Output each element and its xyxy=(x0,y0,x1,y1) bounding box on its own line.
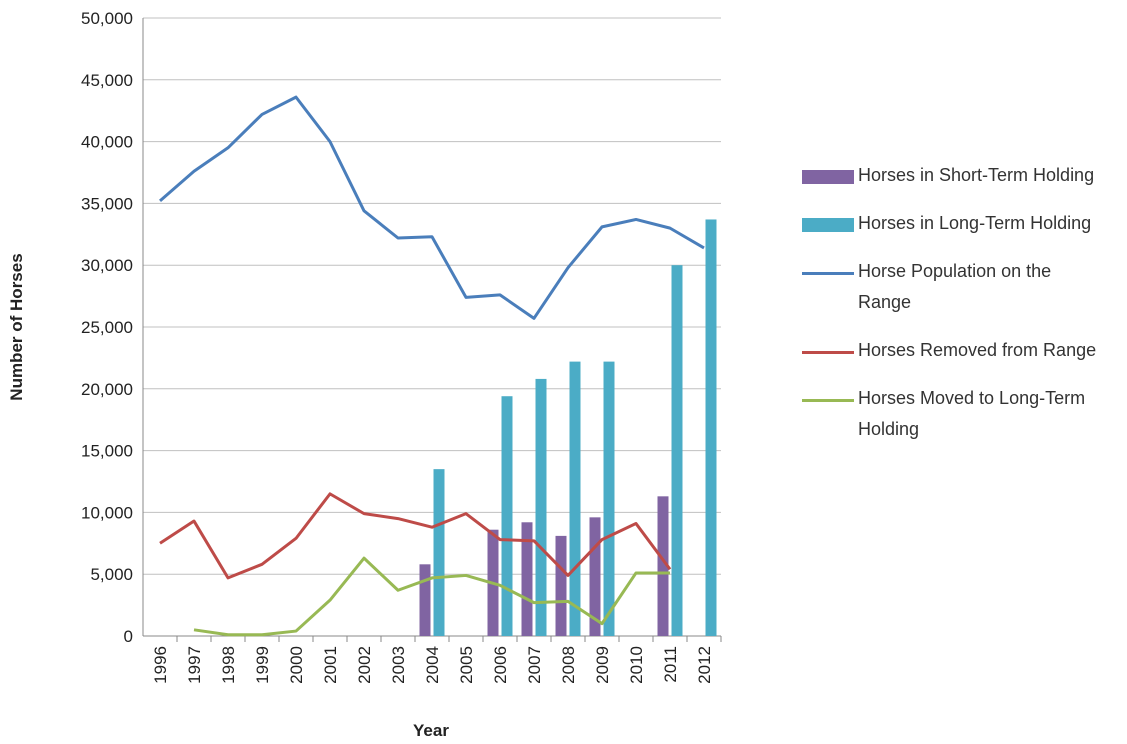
x-tick-label: 2012 xyxy=(695,646,714,684)
bar xyxy=(501,396,513,636)
bar xyxy=(705,219,717,636)
legend-item: Horses Moved to Long-Term Holding xyxy=(802,383,1122,445)
legend-swatch xyxy=(802,399,854,402)
legend-item: Horses in Short-Term Holding xyxy=(802,160,1122,191)
x-tick-label: 2002 xyxy=(355,646,374,684)
legend-item: Horses Removed from Range xyxy=(802,335,1122,366)
legend-label: Horses in Short-Term Holding xyxy=(858,165,1095,185)
x-tick-label: 2000 xyxy=(287,646,306,684)
legend-label: Horses in Long-Term Holding xyxy=(858,213,1092,233)
bar xyxy=(433,469,445,636)
bar xyxy=(555,535,567,636)
bar xyxy=(569,361,581,636)
x-tick-label: 2003 xyxy=(389,646,408,684)
y-tick-label: 40,000 xyxy=(81,133,133,152)
y-tick-label: 5,000 xyxy=(90,565,133,584)
bar xyxy=(521,522,533,636)
legend-label: Horse Population on the Range xyxy=(858,261,1052,312)
legend-swatch xyxy=(802,218,854,232)
line-series xyxy=(159,95,705,320)
bar xyxy=(589,517,601,636)
bar xyxy=(657,496,669,636)
y-tick-label: 15,000 xyxy=(81,442,133,461)
x-tick-label: 2010 xyxy=(627,646,646,684)
x-tick-label: 1996 xyxy=(151,646,170,684)
x-tick-label: 1999 xyxy=(253,646,272,684)
legend-label: Horses Moved to Long-Term Holding xyxy=(858,388,1086,439)
line-series xyxy=(159,492,672,580)
x-tick-label: 2008 xyxy=(559,646,578,684)
y-tick-label: 30,000 xyxy=(81,256,133,275)
x-tick-label: 2005 xyxy=(457,646,476,684)
x-tick-label: 2011 xyxy=(661,646,680,683)
bar xyxy=(535,378,547,636)
y-tick-label: 20,000 xyxy=(81,380,133,399)
y-tick-label: 10,000 xyxy=(81,503,133,522)
legend-item: Horses in Long-Term Holding xyxy=(802,208,1122,239)
bar xyxy=(419,564,431,636)
y-tick-label: 25,000 xyxy=(81,318,133,337)
legend-swatch xyxy=(802,170,854,184)
legend-swatch xyxy=(802,351,854,354)
line-series xyxy=(193,556,670,637)
x-tick-label: 2009 xyxy=(593,646,612,684)
x-tick-label: 2004 xyxy=(423,646,442,684)
y-tick-label: 0 xyxy=(124,627,133,646)
bar xyxy=(603,361,615,636)
y-axis-label: Number of Horses xyxy=(7,253,26,400)
x-tick-label: 2006 xyxy=(491,646,510,684)
legend-label: Horses Removed from Range xyxy=(858,340,1097,360)
x-axis-label: Year xyxy=(413,721,449,740)
y-tick-label: 35,000 xyxy=(81,194,133,213)
x-tick-label: 1998 xyxy=(219,646,238,684)
legend: Horses in Short-Term Holding Horses in Lo… xyxy=(802,160,1122,462)
x-tick-label: 1997 xyxy=(185,646,204,684)
x-tick-label: 2001 xyxy=(321,646,340,684)
legend-swatch xyxy=(802,272,854,275)
legend-item: Horse Population on the Range xyxy=(802,256,1122,318)
bar xyxy=(671,265,683,636)
y-tick-label: 50,000 xyxy=(81,9,133,28)
x-tick-label: 2007 xyxy=(525,646,544,684)
y-tick-label: 45,000 xyxy=(81,71,133,90)
